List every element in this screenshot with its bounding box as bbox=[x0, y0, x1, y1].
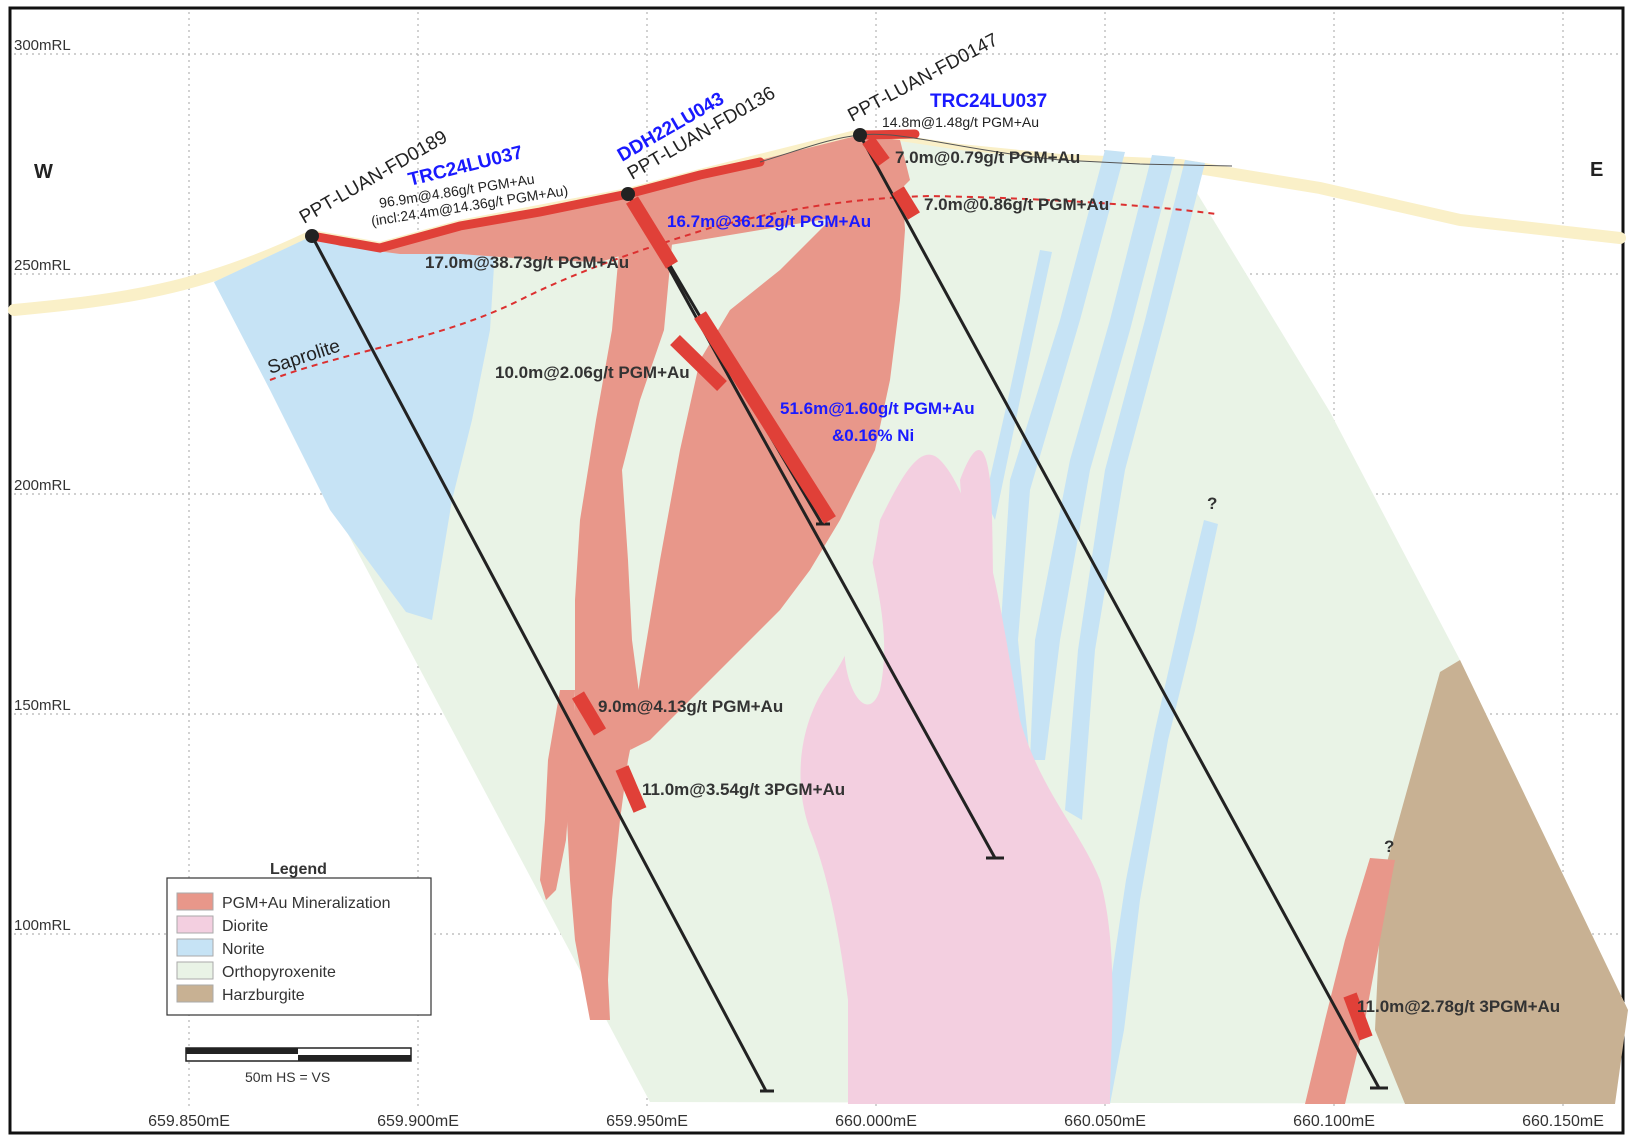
legend-label-diorite: Diorite bbox=[222, 918, 268, 935]
legend-title: Legend bbox=[270, 861, 327, 878]
drillhole-trace-fd0136 bbox=[626, 193, 997, 859]
diorite-dyke bbox=[960, 450, 1000, 700]
drillhole-trace-fd0189 bbox=[310, 235, 768, 1092]
orthopyroxenite-inclusion bbox=[844, 550, 885, 705]
legend-swatch-harzburgite bbox=[176, 984, 214, 1003]
collar-points bbox=[305, 128, 867, 243]
elevation-label: 150mRL bbox=[14, 697, 71, 714]
intercept-label-fd0189-top: 17.0m@38.73g/t PGM+Au bbox=[425, 253, 629, 272]
compass-east: E bbox=[1590, 159, 1603, 181]
collar-fd0189 bbox=[305, 229, 319, 243]
collar-fd0147 bbox=[853, 128, 867, 142]
intercept-label-fd0147-b: 7.0m@0.86g/t PGM+Au bbox=[924, 195, 1109, 214]
easting-label: 659.850mE bbox=[148, 1113, 230, 1130]
intercept-label-fd0147-a: 7.0m@0.79g/t PGM+Au bbox=[895, 148, 1080, 167]
harzburgite-unit bbox=[1375, 660, 1628, 1104]
scale-bar-label: 50m HS = VS bbox=[245, 1069, 330, 1085]
legend-swatch-orthopyroxenite bbox=[176, 961, 214, 980]
elevation-labels: 300mRL 250mRL 200mRL 150mRL 100mRL bbox=[14, 37, 71, 934]
trench-label-trc-right: TRC24LU037 bbox=[930, 91, 1047, 112]
intercept-label-fd0189-mid: 9.0m@4.13g/t PGM+Au bbox=[598, 697, 783, 716]
easting-label: 659.950mE bbox=[606, 1113, 688, 1130]
legend: Legend PGM+Au Mineralization Diorite Nor… bbox=[166, 861, 432, 1016]
intercept-label-ddh043-main-2: &0.16% Ni bbox=[832, 426, 914, 445]
elevation-label: 300mRL bbox=[14, 37, 71, 54]
easting-label: 659.900mE bbox=[377, 1113, 459, 1130]
saprolite-boundary bbox=[269, 194, 1217, 381]
collar-fd0136 bbox=[621, 187, 635, 201]
elevation-label: 100mRL bbox=[14, 917, 71, 934]
legend-swatch-mineralization bbox=[176, 892, 214, 911]
compass-west: W bbox=[34, 161, 53, 183]
topography-band bbox=[8, 128, 1626, 316]
easting-labels: 659.850mE 659.900mE 659.950mE 660.000mE … bbox=[148, 1113, 1604, 1130]
topography-line bbox=[759, 133, 1233, 167]
scale-bar: 50m HS = VS bbox=[185, 1047, 412, 1085]
elevation-label: 250mRL bbox=[14, 257, 71, 274]
legend-label-harzburgite: Harzburgite bbox=[222, 987, 305, 1004]
intercept-label-fd0147-c: 11.0m@2.78g/t 3PGM+Au bbox=[1357, 997, 1560, 1016]
uncertainty-mark: ? bbox=[1207, 494, 1217, 513]
easting-label: 660.000mE bbox=[835, 1113, 917, 1130]
legend-label-orthopyroxenite: Orthopyroxenite bbox=[222, 964, 336, 981]
elevation-label: 200mRL bbox=[14, 477, 71, 494]
intercept-label-fd0136-b: 11.0m@3.54g/t 3PGM+Au bbox=[642, 780, 845, 799]
uncertainty-mark: ? bbox=[1384, 837, 1394, 856]
intercept-label-ddh043-top: 16.7m@36.12g/t PGM+Au bbox=[667, 212, 871, 231]
intercept-label-ddh043-main-1: 51.6m@1.60g/t PGM+Au bbox=[780, 399, 975, 418]
legend-label-mineralization: PGM+Au Mineralization bbox=[222, 895, 391, 912]
legend-swatch-diorite bbox=[176, 915, 214, 934]
intercept-label-trc-right: 14.8m@1.48g/t PGM+Au bbox=[882, 114, 1039, 130]
easting-label: 660.150mE bbox=[1522, 1113, 1604, 1130]
drillhole-trace-fd0147 bbox=[858, 134, 1381, 1089]
intercept-markers bbox=[571, 135, 1373, 1041]
legend-swatch-norite bbox=[176, 938, 214, 957]
intercept-label-fd0136-a: 10.0m@2.06g/t PGM+Au bbox=[495, 363, 690, 382]
norite-unit-west bbox=[214, 226, 495, 620]
trench-trc-left bbox=[307, 157, 765, 253]
legend-label-norite: Norite bbox=[222, 941, 265, 958]
easting-label: 660.100mE bbox=[1293, 1113, 1375, 1130]
easting-label: 660.050mE bbox=[1064, 1113, 1146, 1130]
